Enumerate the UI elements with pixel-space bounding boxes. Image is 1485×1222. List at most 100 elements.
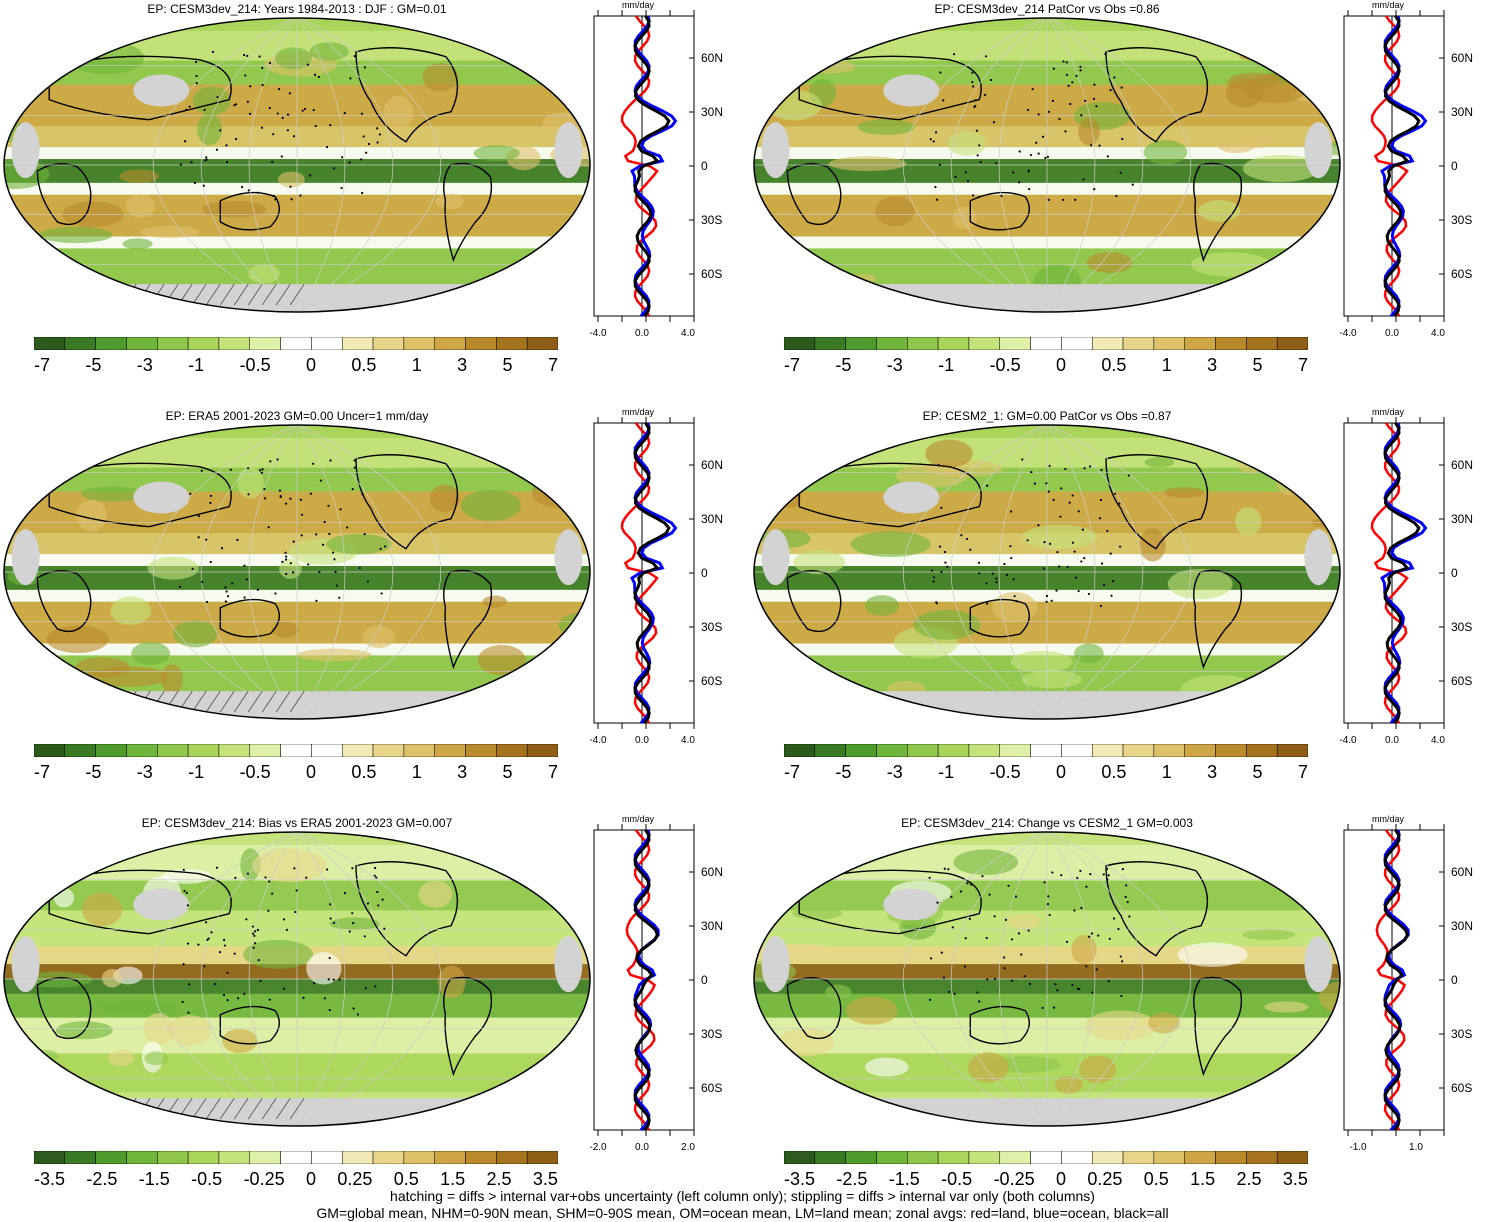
panel-title: EP: CESM3dev_214: Years 1984-2013 : DJF … [147, 2, 447, 16]
zonal-xtick-label: 1.0 [1409, 1142, 1423, 1153]
panel-title: EP: CESM3dev_214: Bias vs ERA5 2001-2023… [141, 816, 453, 830]
colorbar-tick-label: 0 [305, 762, 316, 782]
map-robinson [3, 17, 591, 313]
latitude-label: 30N [1451, 919, 1473, 933]
colorbar [784, 744, 1308, 757]
latitude-label: 30S [701, 620, 722, 634]
latitude-label: 30S [1451, 1027, 1472, 1041]
map-robinson [3, 424, 591, 720]
colorbar-labels: -7 -5 -3 -1 -0.5 0 0.5 1 3 5 7 [34, 762, 558, 783]
zonal-xtick-label: -4.0 [1339, 735, 1357, 746]
colorbar-tick-label: -0.5 [239, 355, 271, 375]
zonal-xtick-label: 0.0 [635, 1142, 649, 1153]
colorbar-tick-label: 0 [1055, 1169, 1066, 1189]
zonal-xtick-label: 4.0 [681, 735, 695, 746]
colorbar-tick-label: -2.5 [86, 1169, 118, 1189]
colorbar-tick-label: 0 [305, 355, 316, 375]
colorbar-tick-label: -0.5 [191, 1169, 223, 1189]
colorbar-tick-label: 1 [411, 762, 422, 782]
colorbar-tick-label: 0.5 [393, 1169, 419, 1189]
colorbar-tick-label: -3 [136, 762, 153, 782]
latitude-label: 60N [1451, 458, 1473, 472]
zonal-mean-plot: 60N 30N 0 30S 60S mm/day -4.0 0.0 4.0 [1339, 0, 1473, 339]
colorbar-tick-label: 0 [1055, 762, 1066, 782]
colorbar-tick-label: -3.5 [784, 1169, 816, 1189]
colorbar-tick-label: -0.5 [989, 355, 1021, 375]
colorbar-tick-label: 2.5 [1236, 1169, 1262, 1189]
zonal-mean-plot: 60N 30N 0 30S 60S mm/day -4.0 0.0 4.0 [1339, 407, 1473, 746]
panel-title: EP: CESM3dev_214: Change vs CESM2_1 GM=0… [901, 816, 1193, 830]
colorbar-tick-label: 5 [1252, 355, 1263, 375]
zonal-units-label: mm/day [1372, 814, 1405, 824]
colorbar [34, 1151, 558, 1164]
colorbar-tick-label: -3 [886, 355, 903, 375]
zonal-units-label: mm/day [622, 407, 655, 417]
colorbar-tick-label: 1 [411, 355, 422, 375]
latitude-label: 60S [1451, 674, 1472, 688]
colorbar-tick-label: -5 [835, 762, 852, 782]
colorbar-tick-label: -0.25 [243, 1169, 285, 1189]
zonal-mean-plot: 60N 30N 0 30S 60S mm/day -4.0 0.0 4.0 [589, 407, 723, 746]
latitude-label: 30S [701, 213, 722, 227]
colorbar-tick-label: 1 [1161, 355, 1172, 375]
colorbar-tick-label: -7 [784, 355, 801, 375]
latitude-label: 0 [701, 566, 708, 580]
colorbar-tick-label: 2.5 [486, 1169, 512, 1189]
colorbar-labels: -3.5 -2.5 -1.5 -0.5 -0.25 0 0.25 0.5 1.5 2.5 3.5 [34, 1169, 558, 1190]
colorbar-labels: -3.5 -2.5 -1.5 -0.5 -0.25 0 0.25 0.5 1.5 2.5 3.5 [784, 1169, 1308, 1190]
latitude-label: 60S [701, 674, 722, 688]
colorbar-tick-label: 3.5 [532, 1169, 558, 1189]
footer-note-2: GM=global mean, NHM=0-90N mean, SHM=0-90… [316, 1205, 1169, 1221]
zonal-xtick-label: 4.0 [681, 328, 695, 339]
latitude-label: 0 [701, 159, 708, 173]
zonal-units-label: mm/day [622, 0, 655, 10]
colorbar-tick-label: -0.5 [941, 1169, 973, 1189]
colorbar-tick-label: -2.5 [836, 1169, 868, 1189]
colorbar-tick-label: 0 [305, 1169, 316, 1189]
latitude-label: 60S [701, 267, 722, 281]
footer-note-1: hatching = diffs > internal var+obs unce… [390, 1188, 1095, 1204]
zonal-xtick-label: 0.0 [635, 735, 649, 746]
colorbar-tick-label: 5 [502, 355, 513, 375]
latitude-label: 60N [1451, 865, 1473, 879]
colorbar [34, 337, 558, 350]
latitude-label: 30N [701, 105, 723, 119]
colorbar-tick-label: 5 [1252, 762, 1263, 782]
zonal-xtick-label: -4.0 [589, 328, 607, 339]
colorbar-tick-label: 3 [1207, 355, 1218, 375]
colorbar-tick-label: 3.5 [1282, 1169, 1308, 1189]
zonal-xtick-label: 0.0 [635, 328, 649, 339]
colorbar-tick-label: 0.5 [1101, 762, 1127, 782]
colorbar-tick-label: -1 [938, 762, 955, 782]
latitude-label: 30S [1451, 620, 1472, 634]
colorbar-tick-label: 3 [457, 762, 468, 782]
zonal-xtick-label: 4.0 [1431, 328, 1445, 339]
colorbar-labels: -7 -5 -3 -1 -0.5 0 0.5 1 3 5 7 [784, 355, 1308, 376]
colorbar-tick-label: 5 [502, 762, 513, 782]
panel-title: EP: CESM2_1: GM=0.00 PatCor vs Obs =0.87 [922, 409, 1172, 423]
panel-title: EP: CESM3dev_214 PatCor vs Obs =0.86 [934, 2, 1160, 16]
latitude-label: 60S [1451, 1081, 1472, 1095]
latitude-label: 60N [1451, 51, 1473, 65]
map-robinson [3, 831, 591, 1127]
latitude-label: 60N [701, 865, 723, 879]
colorbar-tick-label: -0.5 [239, 762, 271, 782]
latitude-label: 30S [701, 1027, 722, 1041]
colorbar-tick-label: -3 [136, 355, 153, 375]
colorbar-tick-label: -3 [886, 762, 903, 782]
colorbar-tick-label: 0.5 [351, 355, 377, 375]
colorbar-tick-label: 1.5 [1190, 1169, 1216, 1189]
zonal-xtick-label: -4.0 [589, 735, 607, 746]
colorbar-tick-label: 0.5 [1101, 355, 1127, 375]
latitude-label: 0 [1451, 973, 1458, 987]
zonal-units-label: mm/day [622, 814, 655, 824]
colorbar-labels: -7 -5 -3 -1 -0.5 0 0.5 1 3 5 7 [784, 762, 1308, 783]
colorbar-tick-label: -1 [938, 355, 955, 375]
latitude-label: 60N [701, 51, 723, 65]
latitude-label: 30S [1451, 213, 1472, 227]
colorbar-tick-label: -1.5 [888, 1169, 920, 1189]
colorbar-tick-label: -0.5 [989, 762, 1021, 782]
zonal-units-label: mm/day [1372, 0, 1405, 10]
latitude-label: 30N [701, 512, 723, 526]
map-robinson [753, 831, 1341, 1127]
